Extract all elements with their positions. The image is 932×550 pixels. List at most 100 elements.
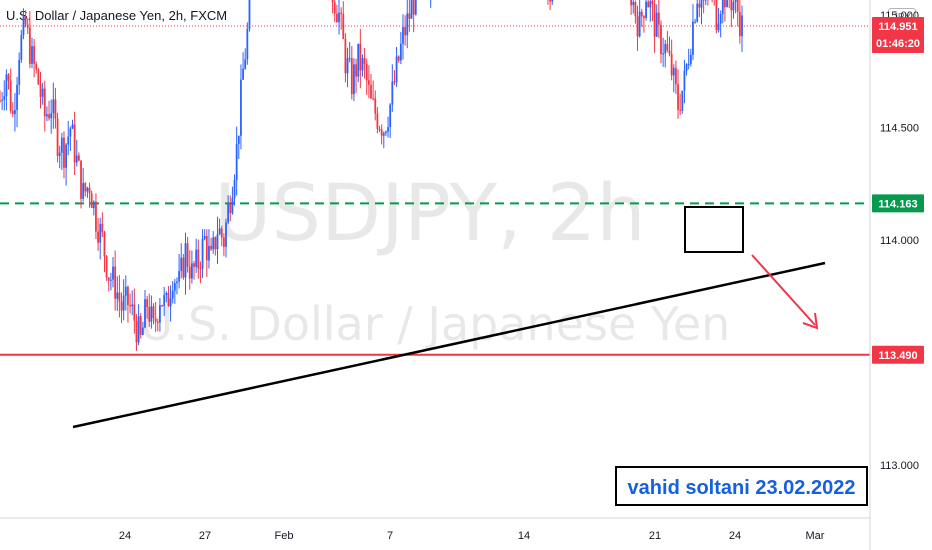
candle-body xyxy=(653,3,656,37)
candle-body xyxy=(359,43,362,71)
candle-body xyxy=(220,228,223,238)
candle-body xyxy=(414,0,417,15)
candle-body xyxy=(156,321,159,323)
candle-body xyxy=(118,292,121,302)
candle-body xyxy=(640,11,643,17)
candle-body xyxy=(632,2,635,6)
candle-body xyxy=(683,70,686,91)
consolidation-box xyxy=(684,206,744,253)
candle-body xyxy=(139,316,142,335)
candle-body xyxy=(636,16,639,37)
candle-body xyxy=(148,306,151,322)
candle-body xyxy=(60,137,63,153)
candle-body xyxy=(208,245,210,261)
candle-body xyxy=(342,13,345,40)
candle-body xyxy=(715,0,718,31)
candle-body xyxy=(660,24,662,55)
candle-body xyxy=(180,257,183,272)
candle-body xyxy=(82,183,85,199)
candle-body xyxy=(169,298,172,307)
candle-body xyxy=(97,231,99,243)
candle-body xyxy=(696,3,699,22)
candle-body xyxy=(685,64,688,71)
candle-body xyxy=(173,283,176,291)
candle-body xyxy=(655,12,658,37)
candle-body xyxy=(372,98,375,100)
candle-body xyxy=(666,44,669,51)
candle-body xyxy=(90,193,93,209)
candle-body xyxy=(677,84,679,110)
candle-body xyxy=(122,295,125,311)
candle-body xyxy=(657,12,660,25)
candle-body xyxy=(161,305,163,307)
time-tick: 24 xyxy=(729,530,741,542)
candle-body xyxy=(380,129,383,136)
candle-body xyxy=(163,295,166,307)
candle-body xyxy=(205,236,208,261)
candle-body xyxy=(357,43,360,77)
candle-body xyxy=(643,16,645,18)
candle-body xyxy=(408,13,411,19)
candle-body xyxy=(212,237,215,250)
candle-body xyxy=(402,27,404,44)
candle-body xyxy=(335,13,338,23)
candle-body xyxy=(109,279,112,281)
candle-body xyxy=(355,64,357,77)
candle-body xyxy=(393,81,396,83)
forecast-arrow-shaft xyxy=(751,254,816,326)
candle-body xyxy=(551,0,554,2)
candle-body xyxy=(210,245,212,250)
candle-body xyxy=(41,88,44,97)
candle-body xyxy=(167,293,170,307)
candle-body xyxy=(77,155,80,161)
candle-body xyxy=(39,84,42,97)
candle-body xyxy=(376,113,379,129)
candle-body xyxy=(738,11,741,37)
candle-body xyxy=(361,58,364,71)
candle-body xyxy=(141,327,144,335)
time-tick: Feb xyxy=(275,530,294,542)
candle-body xyxy=(114,266,117,299)
candle-body xyxy=(385,131,387,134)
price-tick: 113.000 xyxy=(880,460,919,472)
candle-body xyxy=(338,12,340,23)
level-tag-label: 114.163 xyxy=(878,198,917,210)
candle-body xyxy=(178,271,181,282)
candle-body xyxy=(5,74,8,97)
candle-body xyxy=(131,304,134,307)
candle-body xyxy=(26,24,29,28)
candle-body xyxy=(634,2,637,17)
candle-body xyxy=(549,0,552,2)
candle-body xyxy=(135,320,138,343)
level-tag-label: 113.490 xyxy=(878,350,917,362)
current-price-label: 114.951 xyxy=(878,21,917,33)
candle-body xyxy=(0,100,1,102)
candle-body xyxy=(378,128,381,130)
time-axis[interactable]: 24 27 Feb 7 14 21 24 Mar xyxy=(119,530,825,542)
candle-body xyxy=(736,0,739,12)
current-price-tag xyxy=(872,17,924,54)
candle-body xyxy=(129,305,131,307)
candle-body xyxy=(647,1,650,8)
candle-body xyxy=(201,238,204,269)
candle-body xyxy=(86,187,89,192)
time-tick: 24 xyxy=(119,530,131,542)
candle-body xyxy=(700,0,703,8)
time-tick: 27 xyxy=(199,530,211,542)
candles xyxy=(0,0,743,351)
candle-body xyxy=(410,0,413,19)
candle-body xyxy=(218,228,221,235)
candle-body xyxy=(689,54,692,65)
candle-body xyxy=(664,44,667,54)
candle-body xyxy=(391,81,394,105)
candle-body xyxy=(222,237,225,247)
candle-body xyxy=(63,137,65,168)
candle-body xyxy=(399,43,402,61)
candle-body xyxy=(370,84,372,99)
candle-body xyxy=(244,59,247,69)
candle-body xyxy=(171,290,174,299)
candle-body xyxy=(9,80,12,111)
candle-body xyxy=(687,64,690,66)
